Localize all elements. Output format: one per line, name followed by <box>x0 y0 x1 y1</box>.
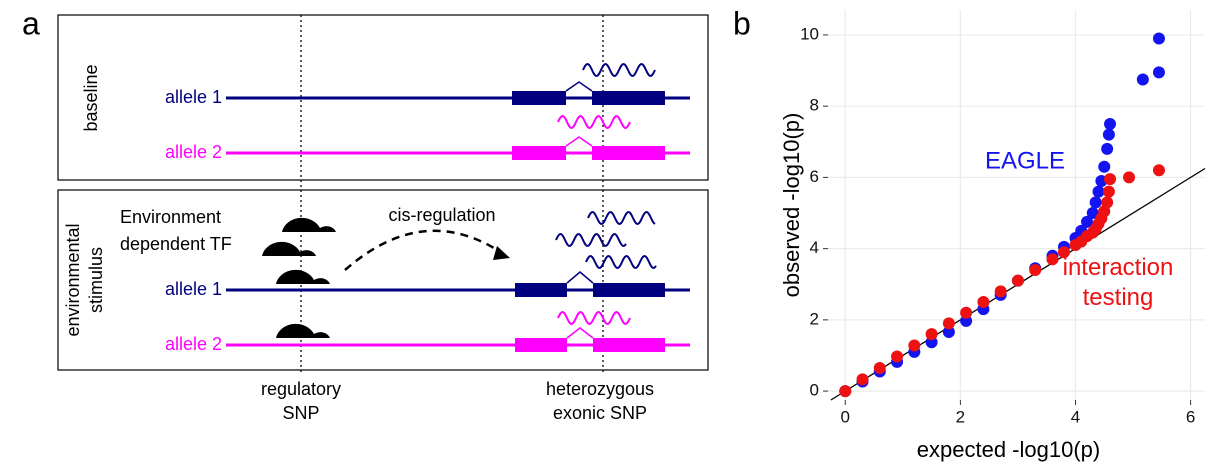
point <box>1123 171 1136 184</box>
plot-area <box>828 10 1205 400</box>
y-tick-label: 4 <box>810 238 819 257</box>
transcript <box>585 255 657 269</box>
tf <box>282 217 336 232</box>
transcript <box>587 211 656 225</box>
tf <box>262 241 316 256</box>
tf-label: Environment <box>120 207 221 227</box>
point <box>1098 160 1111 173</box>
arrow-head <box>493 246 510 260</box>
point <box>942 317 955 330</box>
allele-label: allele 2 <box>165 334 222 354</box>
splice <box>566 271 594 284</box>
exon <box>593 338 665 352</box>
annotation: EAGLE <box>985 147 1065 174</box>
point <box>977 296 990 309</box>
point <box>1029 264 1042 276</box>
box-title: baseline <box>81 64 101 131</box>
exon <box>593 283 665 297</box>
snp-label: regulatory <box>261 379 341 399</box>
snp-label: exonic SNP <box>553 403 647 423</box>
box-title: environmental <box>63 223 83 336</box>
point <box>942 325 955 338</box>
allele-label: allele 2 <box>165 142 222 162</box>
arrow-label: cis-regulation <box>388 205 495 225</box>
panel-label: b <box>733 5 751 41</box>
splice <box>566 327 594 339</box>
panel-label: a <box>22 5 40 41</box>
tf <box>276 323 330 338</box>
exon <box>512 146 566 160</box>
transcript <box>555 233 627 247</box>
exon <box>515 338 567 352</box>
transcript <box>557 311 631 325</box>
point <box>1086 207 1099 220</box>
point <box>1104 173 1117 186</box>
chart: b 0 2 4 6 0 2 4 6 8 10 EAGLE expected -log10(p) obser… <box>733 5 1206 462</box>
point <box>1011 274 1024 287</box>
x-tick-label: 6 <box>1186 407 1195 426</box>
allele-label: allele 1 <box>165 279 222 299</box>
diagram: a baseline allele 1 allele 2 environment… <box>22 5 709 423</box>
point <box>1057 246 1070 259</box>
x-tick-label: 2 <box>956 407 965 426</box>
exon <box>512 91 566 105</box>
exon <box>592 91 665 105</box>
stimulus-box <box>57 189 709 371</box>
point <box>1101 142 1114 155</box>
point <box>1136 73 1149 86</box>
point <box>856 373 869 386</box>
point <box>1092 185 1105 198</box>
tf-label: dependent TF <box>120 234 232 254</box>
transcript <box>582 63 656 77</box>
splice <box>565 81 593 92</box>
snp-label: heterozygous <box>546 379 654 399</box>
point <box>1046 253 1059 266</box>
allele-label: allele 1 <box>165 87 222 107</box>
snp-label: SNP <box>282 403 319 423</box>
point <box>925 328 938 341</box>
point <box>891 350 904 363</box>
splice <box>565 136 593 147</box>
point <box>1152 164 1165 177</box>
point <box>1104 117 1117 130</box>
tf <box>276 269 330 284</box>
point <box>960 306 973 319</box>
y-tick-label: 8 <box>810 96 819 115</box>
cis-arrow <box>344 229 506 271</box>
point <box>1152 66 1165 79</box>
point <box>908 339 921 352</box>
exon <box>515 283 567 297</box>
transcript <box>557 115 631 129</box>
x-tick-label: 0 <box>841 407 850 426</box>
point <box>839 385 852 398</box>
box-title: stimulus <box>86 247 106 313</box>
exon <box>592 146 665 160</box>
x-axis-label: expected -log10(p) <box>917 437 1100 462</box>
y-tick-label: 0 <box>810 381 819 400</box>
x-tick-label: 4 <box>1071 407 1080 426</box>
point <box>1101 196 1114 209</box>
point <box>1089 196 1102 209</box>
point <box>994 285 1007 298</box>
annotation: interaction testing <box>1062 254 1174 311</box>
point <box>1102 128 1115 141</box>
point <box>1102 185 1115 198</box>
point <box>873 361 886 374</box>
y-tick-label: 10 <box>800 24 819 43</box>
point <box>1081 215 1094 228</box>
y-tick-label: 6 <box>810 167 819 186</box>
y-tick-label: 2 <box>810 309 819 328</box>
y-axis-label: observed -log10(p) <box>779 113 804 298</box>
point <box>1152 32 1165 45</box>
baseline-box <box>57 14 709 181</box>
